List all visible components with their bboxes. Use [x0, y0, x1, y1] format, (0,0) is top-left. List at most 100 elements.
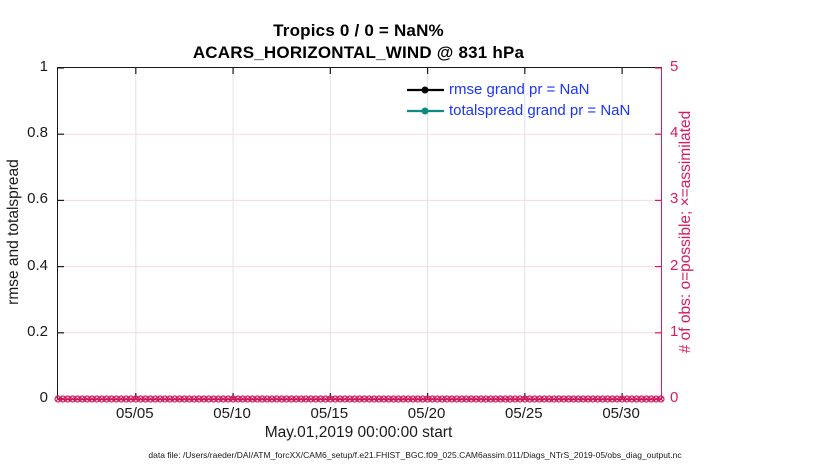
obs-possible-marker [64, 395, 72, 403]
obs-possible-marker [161, 395, 169, 403]
obs-possible-marker [351, 395, 359, 403]
obs-assimilated-marker [536, 396, 542, 402]
obs-possible-marker [565, 395, 573, 403]
obs-possible-marker [103, 395, 111, 403]
obs-assimilated-marker [172, 396, 178, 402]
obs-possible-marker [360, 395, 368, 403]
obs-assimilated-marker [147, 396, 153, 402]
obs-assimilated-marker [483, 396, 489, 402]
obs-assimilated-marker [332, 396, 338, 402]
legend-item-0: rmse grand pr = NaN [407, 79, 630, 100]
obs-assimilated-marker [395, 396, 401, 402]
obs-possible-marker [346, 395, 354, 403]
obs-assimilated-marker [94, 396, 100, 402]
obs-possible-marker [336, 395, 344, 403]
legend-line-marker-swatch [407, 107, 444, 114]
obs-possible-marker [151, 395, 159, 403]
obs-possible-marker [550, 395, 558, 403]
obs-possible-marker [73, 395, 82, 403]
obs-assimilated-marker [274, 396, 280, 402]
obs-possible-marker [589, 395, 597, 403]
obs-possible-marker [185, 395, 193, 403]
obs-possible-marker [428, 395, 437, 403]
legend: rmse grand pr = NaN totalspread grand pr … [407, 79, 630, 121]
obs-assimilated-marker [527, 396, 533, 402]
x-tick-label: 05/10 [213, 405, 251, 422]
obs-possible-marker [83, 395, 91, 403]
obs-possible-marker [365, 395, 373, 403]
obs-possible-marker [521, 395, 529, 403]
obs-assimilated-marker [357, 396, 362, 402]
obs-assimilated-marker [517, 396, 523, 402]
obs-assimilated-marker [639, 396, 645, 402]
obs-assimilated-marker [624, 396, 630, 402]
obs-assimilated-marker [60, 396, 66, 402]
obs-assimilated-marker [634, 396, 640, 402]
obs-possible-marker [127, 395, 135, 403]
y-tick-label-right: 0 [670, 389, 679, 406]
obs-possible-marker [171, 395, 179, 403]
obs-assimilated-marker [118, 396, 124, 402]
obs-possible-marker [555, 395, 563, 403]
obs-assimilated-marker [99, 396, 105, 402]
obs-possible-marker [268, 395, 276, 403]
y-tick-label-right: 2 [670, 256, 679, 274]
obs-assimilated-marker [323, 396, 328, 402]
obs-assimilated-marker [70, 396, 76, 402]
obs-possible-marker [599, 395, 607, 403]
obs-assimilated-marker [352, 396, 358, 402]
obs-possible-marker [253, 395, 261, 403]
obs-assimilated-marker [191, 396, 197, 402]
obs-possible-marker [472, 395, 480, 403]
obs-assimilated-marker [211, 396, 217, 402]
obs-assimilated-marker [425, 396, 431, 402]
obs-possible-marker [574, 395, 582, 403]
obs-possible-marker [652, 395, 660, 403]
obs-possible-marker [535, 395, 544, 403]
obs-assimilated-marker [162, 396, 168, 402]
obs-possible-marker [462, 395, 471, 403]
obs-possible-marker [506, 395, 514, 403]
obs-assimilated-marker [449, 396, 455, 402]
y-tick-label-left: 0.2 [27, 322, 48, 340]
obs-assimilated-marker [230, 396, 236, 402]
obs-assimilated-marker [347, 396, 353, 402]
y-axis-label-left: rmse and totalspread [5, 159, 22, 305]
obs-assimilated-marker [648, 396, 654, 402]
obs-possible-marker [287, 395, 296, 403]
obs-possible-marker [540, 395, 548, 403]
obs-possible-marker [122, 395, 130, 403]
y-tick-label-left: 0.8 [27, 124, 48, 142]
obs-possible-marker [594, 395, 602, 403]
obs-assimilated-marker [308, 396, 314, 402]
obs-possible-marker [569, 395, 578, 403]
obs-assimilated-marker [216, 396, 221, 402]
obs-possible-marker [195, 395, 203, 403]
obs-assimilated-marker [439, 396, 445, 402]
obs-possible-marker [312, 395, 320, 403]
obs-possible-marker [423, 395, 432, 403]
obs-possible-marker [166, 395, 174, 403]
obs-assimilated-marker [74, 396, 80, 402]
obs-possible-marker [175, 395, 184, 403]
data-file-footer: data file: /Users/raeder/DAI/ATM_forcXX/… [148, 450, 682, 460]
obs-possible-marker [389, 395, 398, 403]
chart-subtitle: ACARS_HORIZONTAL_WIND @ 831 hPa [192, 43, 525, 62]
obs-assimilated-marker [361, 396, 367, 402]
obs-assimilated-marker [502, 396, 508, 402]
obs-possible-marker [68, 395, 77, 403]
legend-label: totalspread grand pr = NaN [449, 102, 631, 119]
obs-possible-marker [59, 395, 67, 403]
obs-possible-marker [278, 395, 286, 403]
obs-possible-marker [307, 395, 315, 403]
obs-possible-marker [453, 395, 461, 403]
obs-assimilated-marker [269, 396, 275, 402]
obs-assimilated-marker [225, 396, 231, 402]
y-tick-label-right: 3 [670, 190, 679, 208]
obs-possible-marker [200, 395, 208, 403]
obs-assimilated-marker [556, 396, 562, 402]
obs-assimilated-marker [454, 396, 460, 402]
obs-possible-marker [341, 395, 349, 403]
obs-assimilated-marker [566, 396, 572, 402]
